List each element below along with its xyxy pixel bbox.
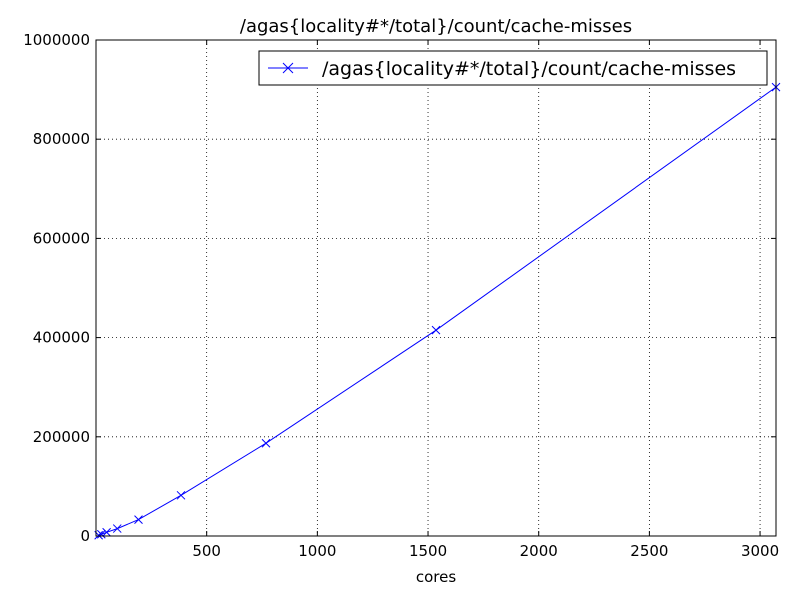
x-tick-label: 1000 [298,542,336,560]
y-tick-label: 400000 [33,329,90,347]
data-point [431,325,441,335]
grid [96,40,776,536]
x-tick-label: 1500 [409,542,447,560]
y-tick-label: 200000 [33,428,90,446]
data-point [112,524,122,533]
legend-marker [282,62,294,74]
x-tick-label: 3000 [741,542,779,560]
y-tick-label: 0 [80,527,90,545]
data-point [102,527,111,537]
ticks: 500 1000 1500 2000 2500 3000 0 200000 400000 6000… [23,31,779,560]
data-point [261,438,271,448]
y-tick-label: 1000000 [23,31,90,49]
legend-entry-label: /agas{locality#*/total}/count/cache-miss… [322,58,736,80]
plot-frame [95,39,777,537]
x-axis-label: cores [416,568,456,586]
data-point [134,515,143,524]
data-point [96,529,106,539]
y-tick-label: 600000 [33,229,90,247]
legend: /agas{locality#*/total}/count/cache-miss… [258,50,768,86]
y-tick-label: 800000 [33,130,90,148]
x-tick-label: 500 [192,542,221,560]
x-tick-label: 2500 [630,542,668,560]
chart-title: /agas{locality#*/total}/count/cache-miss… [240,16,632,37]
x-tick-label: 2000 [520,542,558,560]
legend-box [258,50,768,86]
data-point [176,490,186,500]
series-layer [94,82,781,540]
